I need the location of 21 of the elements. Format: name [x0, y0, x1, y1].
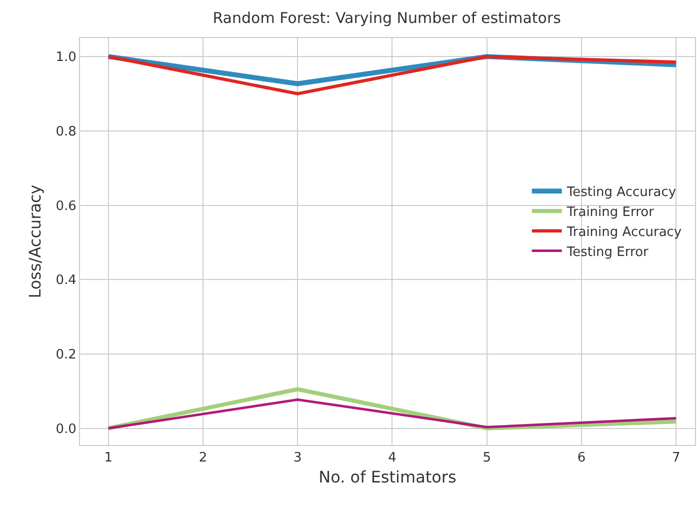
x-tick-label: 2	[198, 450, 208, 466]
y-tick-label: 0.2	[56, 347, 76, 362]
y-axis-title: Loss/Accuracy	[26, 184, 45, 298]
x-tick-label: 6	[577, 450, 586, 466]
x-tick-label: 5	[482, 450, 491, 466]
x-tick-label: 3	[293, 450, 302, 466]
x-axis-title: No. of Estimators	[318, 467, 456, 486]
line-series	[107, 398, 678, 430]
legend-label: Training Accuracy	[566, 224, 682, 240]
x-tick-label: 4	[388, 450, 396, 466]
x-tick-label: 1	[104, 450, 113, 466]
y-tick-label: 0.6	[56, 198, 76, 214]
legend-label: Testing Accuracy	[566, 185, 676, 200]
legend-label: Training Error	[566, 205, 655, 220]
y-tick-label: 0.8	[56, 124, 76, 140]
y-tick-label: 1.0	[56, 50, 76, 66]
legend-label: Testing Error	[566, 244, 650, 260]
chart-title: Random Forest: Varying Number of estimators	[212, 9, 562, 28]
y-tick-label: 0.0	[56, 422, 76, 437]
y-tick-label: 0.4	[56, 273, 76, 288]
x-tick-label: 7	[672, 450, 680, 466]
